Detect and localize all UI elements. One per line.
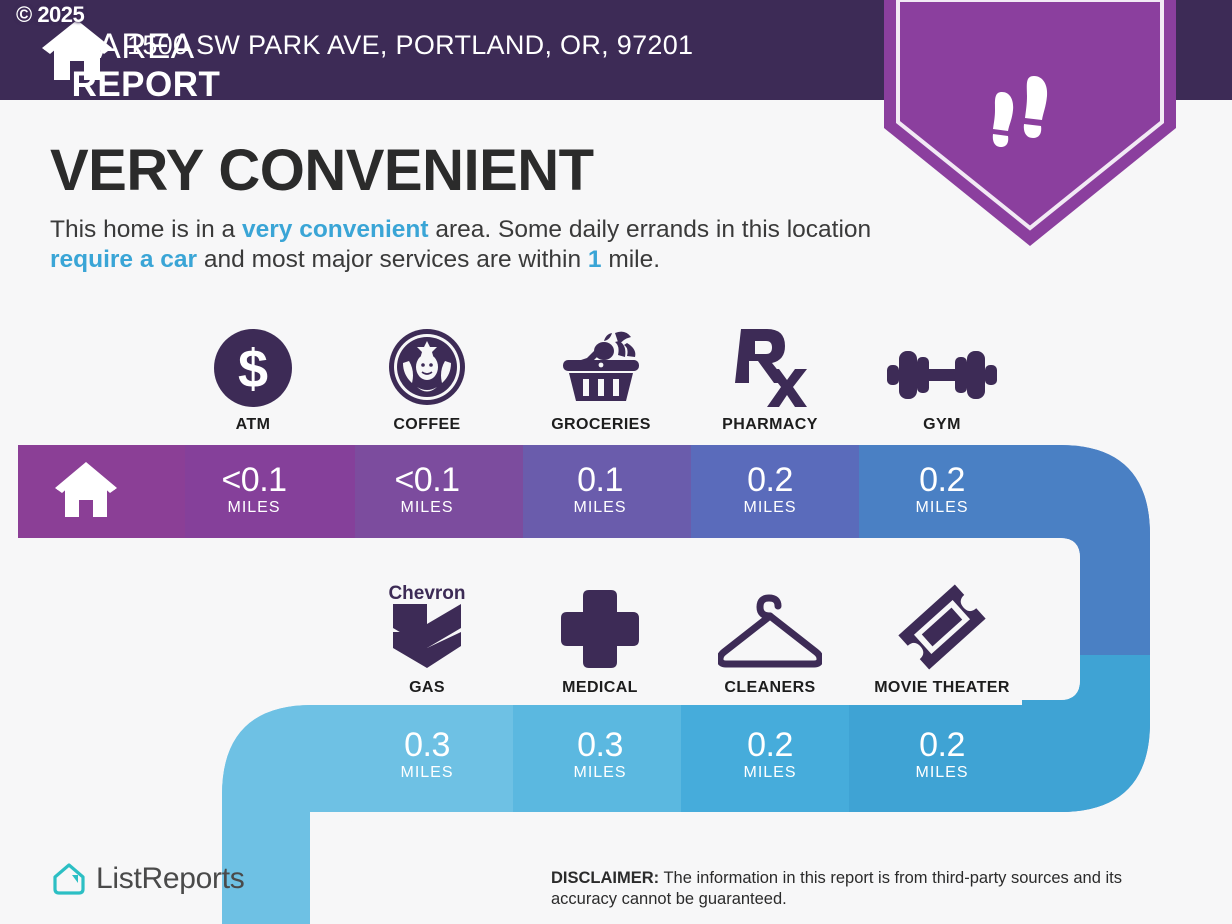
summary-highlight-3: 1 — [587, 246, 602, 273]
category-groceries: GROCERIES — [515, 325, 687, 434]
svg-text:$: $ — [238, 339, 268, 399]
copyright-watermark: © 2025 — [16, 2, 85, 27]
house-icon — [42, 20, 112, 80]
summary-part-2: area. Some daily errands in this locatio… — [428, 216, 872, 243]
svg-text:Chevron: Chevron — [388, 583, 465, 604]
ribbon-row-2 — [222, 705, 1022, 812]
summary-highlight-2: require a car — [50, 246, 198, 273]
gap-fill — [18, 538, 1022, 705]
badge-line-2: REPORT — [71, 65, 221, 104]
category-gas: Chevron GAS — [341, 583, 513, 697]
distance-medical: 0.3 MILES — [514, 728, 686, 782]
distance-value: 0.2 — [919, 461, 965, 499]
distance-value: 0.3 — [577, 726, 623, 764]
distance-unit: MILES — [743, 499, 797, 516]
distance-value: 0.2 — [747, 726, 793, 764]
distance-unit: MILES — [573, 499, 627, 516]
distance-unit: MILES — [915, 499, 969, 516]
medical-cross-icon — [514, 588, 686, 670]
category-label: MOVIE THEATER — [874, 679, 1010, 696]
category-row-1: $ ATM COFFEE — [0, 325, 1232, 435]
rx-icon — [684, 325, 856, 407]
distance-coffee: <0.1 MILES — [341, 463, 513, 517]
distance-value: <0.1 — [221, 461, 287, 499]
summary-highlight-1: very convenient — [242, 216, 429, 243]
category-gym: GYM — [856, 325, 1028, 434]
category-coffee: COFFEE — [341, 325, 513, 434]
disclaimer: DISCLAIMER: The information in this repo… — [551, 868, 1191, 910]
category-label: GYM — [923, 416, 961, 433]
category-row-2: Chevron GAS MEDICAL CLEANERS — [0, 583, 1232, 700]
home-marker-icon — [55, 462, 117, 517]
footprints-icon — [992, 76, 1048, 147]
distance-unit: MILES — [743, 764, 797, 781]
ribbon-row-1 — [18, 445, 1150, 655]
grocery-basket-icon — [515, 325, 687, 407]
starbucks-siren-icon — [341, 325, 513, 407]
gap-fill-right — [1022, 538, 1080, 700]
category-cleaners: CLEANERS — [684, 588, 856, 697]
distance-unit: MILES — [915, 764, 969, 781]
distance-value: 0.2 — [747, 461, 793, 499]
category-medical: MEDICAL — [514, 588, 686, 697]
category-label: MEDICAL — [562, 679, 638, 696]
area-report-badge — [884, 0, 1176, 246]
category-movie-theater: MOVIE THEATER — [856, 584, 1028, 697]
bottom-mask-2 — [310, 812, 1022, 924]
summary-part-3: and most major services are within — [197, 246, 588, 273]
distance-unit: MILES — [400, 764, 454, 781]
distance-cleaners: 0.2 MILES — [684, 728, 856, 782]
badge-text: AREA REPORT — [0, 28, 292, 104]
distance-unit: MILES — [227, 499, 281, 516]
category-label: GROCERIES — [551, 416, 651, 433]
category-atm: $ ATM — [167, 325, 339, 434]
brand-logo[interactable]: ListReports — [52, 862, 245, 896]
distance-pharmacy: 0.2 MILES — [684, 463, 856, 517]
bottom-left-fill — [0, 812, 222, 924]
summary-text: This home is in a very convenient area. … — [50, 215, 880, 275]
listreports-house-icon — [53, 863, 85, 895]
distance-atm: <0.1 MILES — [168, 463, 340, 517]
distance-value: <0.1 — [394, 461, 460, 499]
category-label: COFFEE — [393, 416, 461, 433]
property-address: 1500 SW PARK AVE, PORTLAND, OR, 97201 — [127, 30, 694, 60]
distance-value: 0.3 — [404, 726, 450, 764]
category-label: PHARMACY — [722, 416, 818, 433]
movie-ticket-icon — [856, 584, 1028, 670]
dollar-circle-icon: $ — [167, 325, 339, 407]
category-label: ATM — [235, 416, 271, 433]
distance-unit: MILES — [573, 764, 627, 781]
distance-unit: MILES — [400, 499, 454, 516]
distance-value: 0.1 — [577, 461, 623, 499]
page-title: VERY CONVENIENT — [50, 138, 594, 203]
category-label: GAS — [409, 679, 445, 696]
summary-part-4: mile. — [601, 246, 661, 273]
distance-gas: 0.3 MILES — [341, 728, 513, 782]
summary-part-1: This home is in a — [50, 216, 242, 243]
clothes-hanger-icon — [684, 588, 856, 670]
category-label: CLEANERS — [724, 679, 816, 696]
distance-groceries: 0.1 MILES — [514, 463, 686, 517]
badge-line-1: AREA — [97, 27, 195, 66]
category-pharmacy: PHARMACY — [684, 325, 856, 434]
distance-movie-theater: 0.2 MILES — [856, 728, 1028, 782]
distance-value: 0.2 — [919, 726, 965, 764]
brand-name: ListReports — [96, 862, 245, 895]
disclaimer-text: The information in this report is from t… — [551, 869, 1122, 908]
disclaimer-label: DISCLAIMER: — [551, 869, 660, 887]
distance-gym: 0.2 MILES — [856, 463, 1028, 517]
chevron-logo-icon: Chevron — [341, 583, 513, 670]
ribbon-left-tail — [222, 812, 310, 924]
dumbbell-icon — [856, 325, 1028, 407]
